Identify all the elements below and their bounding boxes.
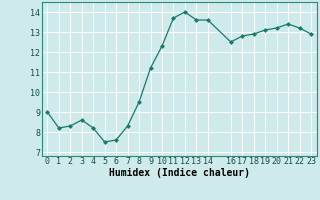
X-axis label: Humidex (Indice chaleur): Humidex (Indice chaleur) [109, 168, 250, 178]
